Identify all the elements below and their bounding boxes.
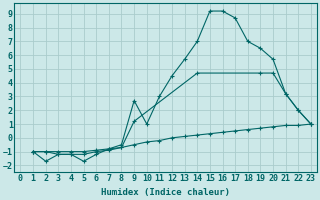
X-axis label: Humidex (Indice chaleur): Humidex (Indice chaleur): [101, 188, 230, 197]
